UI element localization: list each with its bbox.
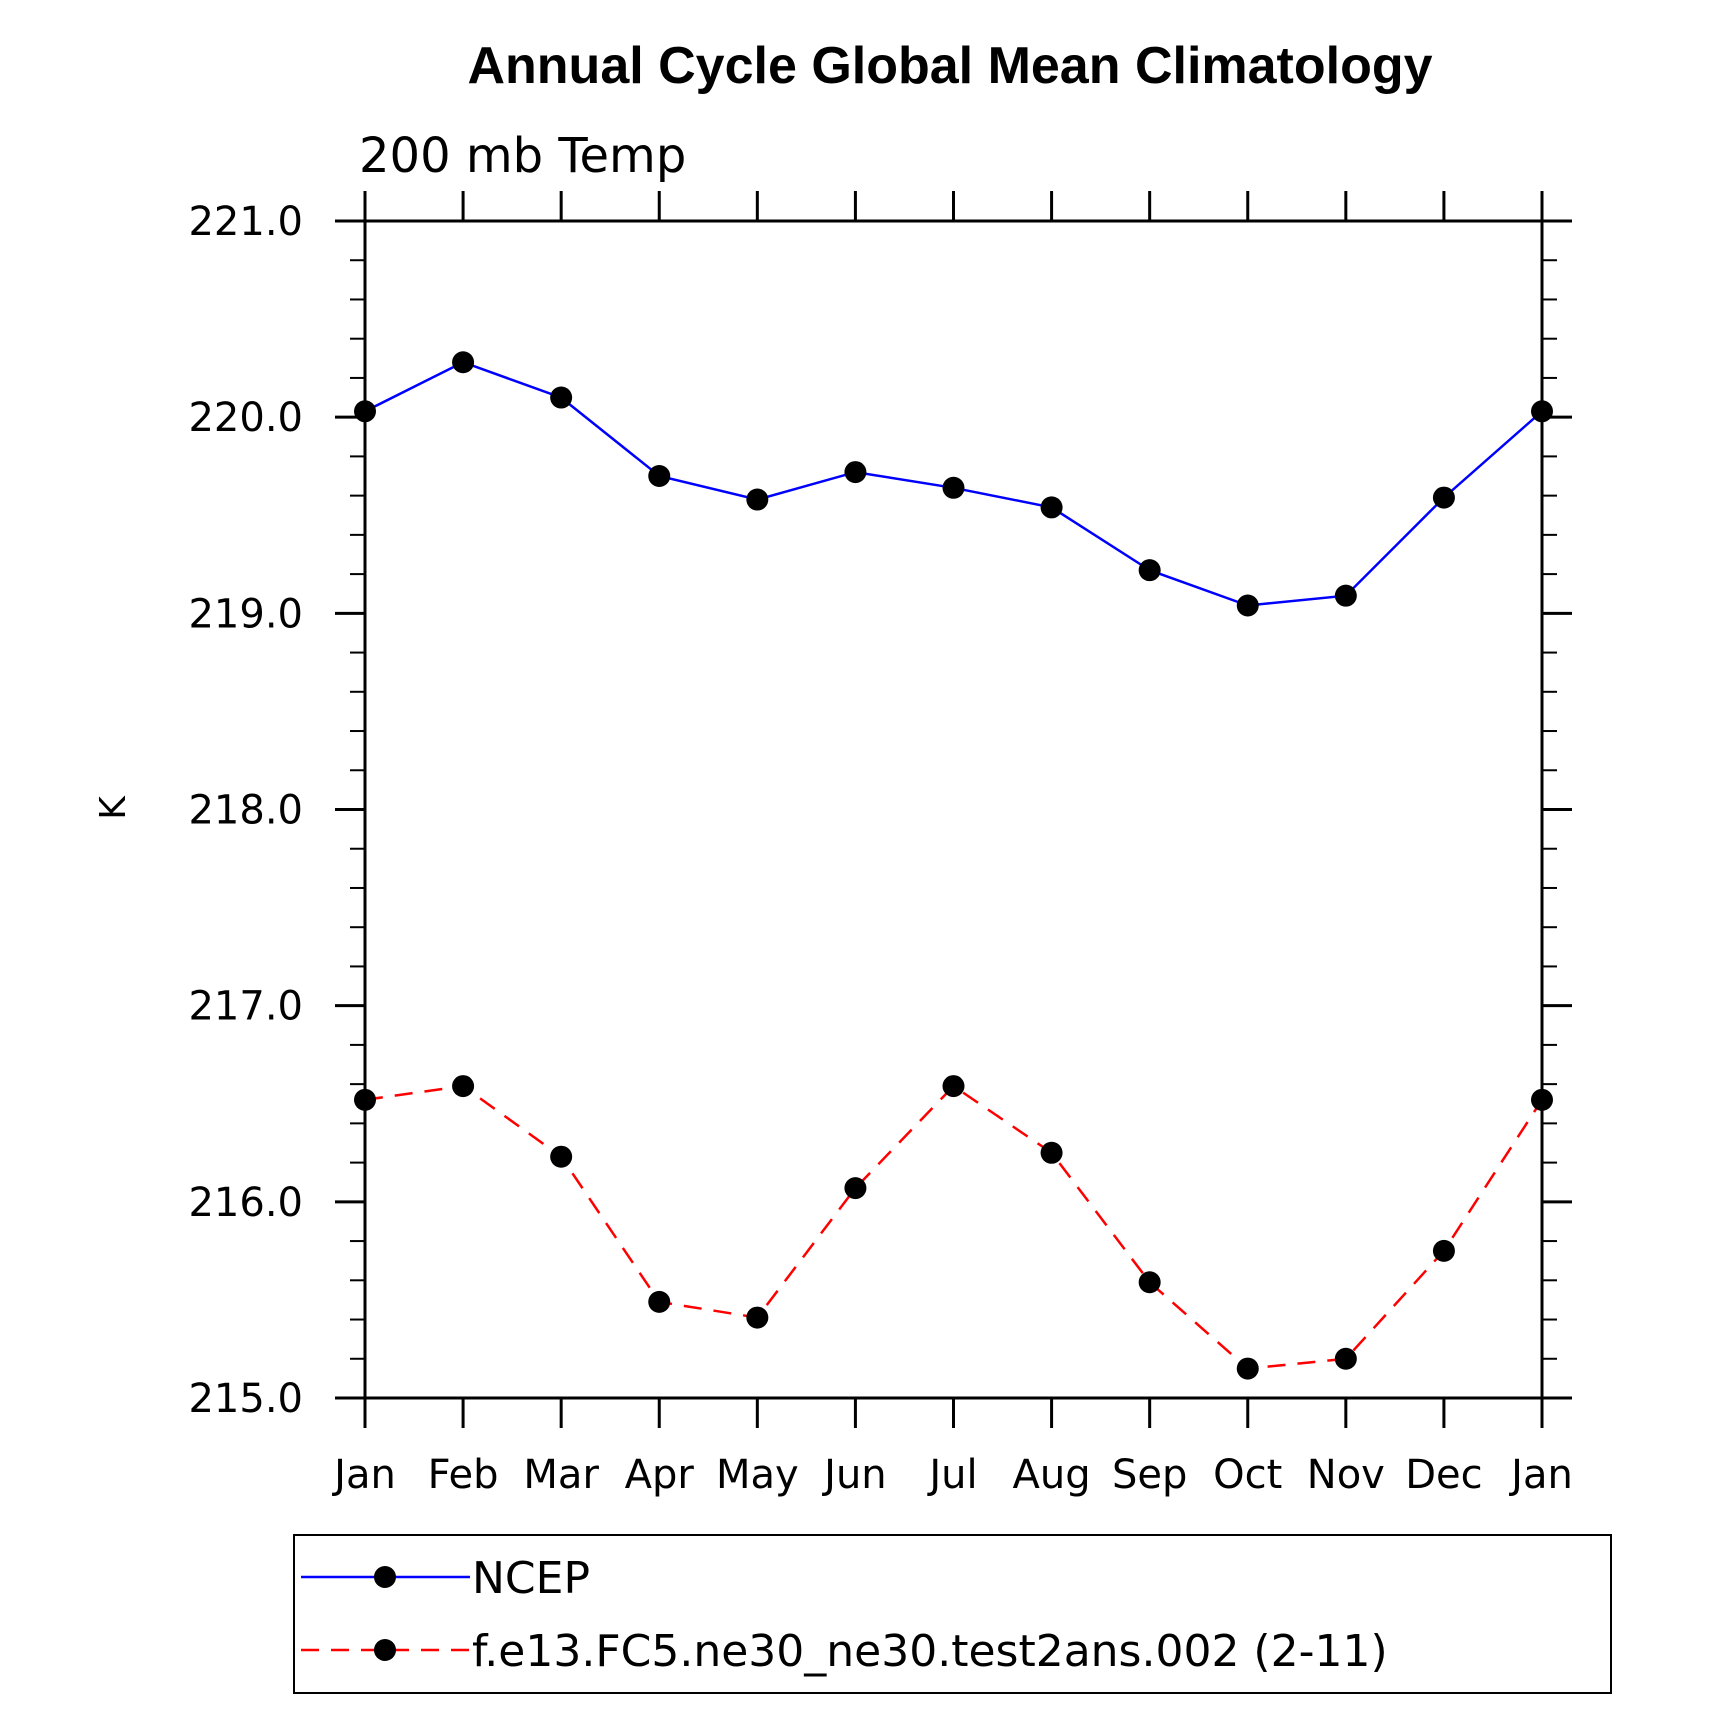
data-point-model: [550, 1145, 573, 1168]
data-point-ncep: [1040, 496, 1063, 519]
y-tick-label: 220.0: [188, 395, 303, 441]
y-tick-labels: 215.0 216.0 217.0 218.0 219.0 220.0 221.0: [188, 199, 303, 1422]
x-tick-label: Oct: [1213, 1452, 1282, 1498]
data-point-model: [452, 1075, 475, 1098]
series-lines: [364, 360, 1544, 1370]
data-point-ncep: [942, 476, 965, 499]
x-tick-label: Apr: [625, 1452, 695, 1498]
x-tick-label: Jul: [926, 1452, 977, 1498]
plot-frame: [363, 219, 1544, 1400]
chart-subtitle: 200 mb Temp: [359, 128, 686, 184]
data-point-ncep: [354, 400, 376, 423]
data-point-ncep: [1432, 486, 1455, 509]
y-tick-label: 218.0: [188, 788, 303, 834]
legend-label-model: f.e13.FC5.ne30_ne30.test2ans.002 (2-11): [472, 1626, 1388, 1677]
data-point-ncep: [1334, 584, 1357, 607]
series-points: [354, 351, 1553, 1380]
data-point-ncep: [1531, 400, 1553, 423]
legend-marker-model: [374, 1639, 396, 1661]
y-tick-label: 221.0: [188, 199, 303, 245]
y-tick-label: 217.0: [188, 984, 303, 1030]
x-tick-label: Jan: [331, 1452, 396, 1498]
x-tick-labels: Jan Feb Mar Apr May Jun Jul Aug Sep Oct Nov Dec Jan: [331, 1452, 1573, 1498]
data-point-ncep: [550, 386, 573, 409]
y-tick-label: 215.0: [188, 1376, 303, 1422]
x-tick-label: Jun: [821, 1452, 887, 1498]
data-point-model: [1531, 1088, 1553, 1111]
data-point-model: [648, 1290, 671, 1313]
data-point-model: [1138, 1271, 1161, 1294]
data-point-model: [1334, 1347, 1357, 1370]
data-point-ncep: [1236, 594, 1259, 617]
data-point-ncep: [648, 465, 671, 488]
x-tick-label: Nov: [1307, 1452, 1385, 1498]
data-point-ncep: [746, 488, 769, 511]
data-point-model: [746, 1306, 769, 1329]
series-line-model: [364, 1084, 1544, 1370]
x-tick-label: May: [716, 1452, 799, 1498]
y-axis-label: K: [93, 795, 134, 820]
legend-marker-ncep: [374, 1566, 396, 1588]
chart-title: Annual Cycle Global Mean Climatology: [467, 37, 1432, 95]
data-point-model: [354, 1088, 376, 1111]
data-point-model: [1040, 1141, 1063, 1164]
axis-ticks: [335, 191, 1572, 1428]
data-point-model: [844, 1177, 867, 1200]
legend: NCEP f.e13.FC5.ne30_ne30.test2ans.002 (2…: [293, 1534, 1612, 1694]
x-tick-label: Mar: [523, 1452, 599, 1498]
data-point-ncep: [452, 351, 475, 374]
data-point-model: [942, 1075, 965, 1098]
data-point-ncep: [1138, 559, 1161, 582]
data-point-model: [1432, 1239, 1455, 1262]
y-tick-label: 216.0: [188, 1180, 303, 1226]
data-point-model: [1236, 1357, 1259, 1380]
legend-label-ncep: NCEP: [472, 1553, 590, 1604]
data-point-ncep: [844, 461, 867, 484]
x-tick-label: Dec: [1405, 1452, 1482, 1498]
y-tick-label: 219.0: [188, 591, 303, 637]
x-tick-label: Aug: [1013, 1452, 1091, 1498]
x-tick-label: Feb: [428, 1452, 499, 1498]
legend-box: [293, 1534, 1612, 1694]
x-tick-label: Jan: [1508, 1452, 1573, 1498]
x-tick-label: Sep: [1112, 1452, 1187, 1498]
